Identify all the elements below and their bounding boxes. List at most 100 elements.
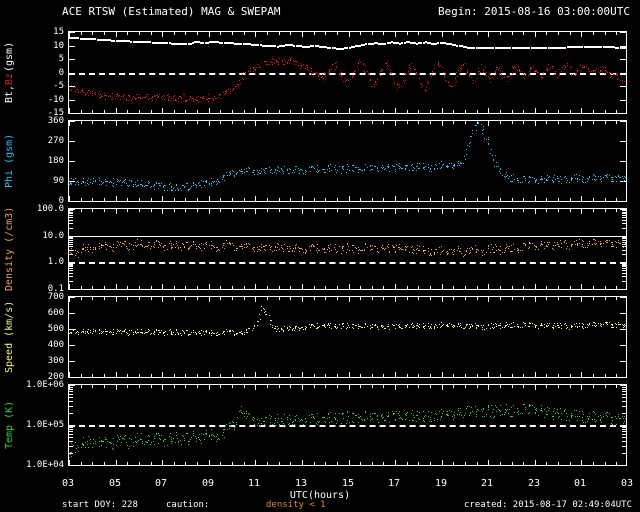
x-tick-mark (395, 460, 396, 465)
data-point (598, 416, 599, 417)
data-point (322, 74, 323, 75)
data-point (339, 246, 340, 247)
data-point (290, 59, 291, 60)
data-point (295, 328, 296, 329)
x-tick-mark (267, 374, 268, 377)
x-tick-mark (512, 32, 513, 35)
data-point (613, 181, 614, 182)
data-point (316, 423, 317, 424)
data-point (71, 184, 72, 185)
data-point (334, 47, 336, 49)
data-point (275, 420, 276, 421)
data-point (540, 179, 541, 180)
data-point (587, 327, 588, 328)
data-point (292, 424, 293, 425)
footer-start-doy: start DOY: 228 (62, 500, 138, 510)
data-point (325, 252, 326, 253)
data-point (428, 248, 429, 249)
data-point (352, 327, 353, 328)
data-point (493, 160, 494, 161)
data-point (266, 168, 267, 169)
data-point (600, 420, 601, 421)
data-point (624, 326, 625, 327)
data-point (543, 73, 544, 74)
x-tick-mark (302, 460, 303, 465)
data-point (623, 327, 624, 328)
data-point (245, 72, 246, 73)
data-point (293, 60, 294, 61)
data-point (141, 439, 142, 440)
data-point (189, 334, 190, 335)
data-point (370, 170, 371, 171)
data-point (416, 325, 417, 326)
data-point (295, 61, 296, 62)
y-minor-tick (622, 223, 626, 224)
data-point (131, 181, 132, 182)
data-point (305, 252, 306, 253)
data-point (305, 172, 306, 173)
data-point (241, 171, 242, 172)
data-point (565, 240, 566, 241)
data-point (242, 333, 243, 334)
data-point (572, 178, 573, 179)
data-point (309, 415, 310, 416)
data-point (329, 251, 330, 252)
data-point (167, 249, 168, 250)
data-point (626, 78, 627, 79)
data-point (246, 332, 247, 333)
data-point (412, 410, 413, 411)
data-point (101, 181, 102, 182)
data-point (317, 421, 318, 422)
data-point (133, 446, 134, 447)
y-tick-mark (620, 86, 626, 87)
data-point (335, 244, 336, 245)
y-minor-tick (69, 250, 73, 251)
x-tick-mark (488, 460, 489, 465)
y-tick-mark (69, 161, 75, 162)
data-point (146, 96, 147, 97)
data-point (620, 47, 622, 49)
data-point (106, 334, 107, 335)
x-tick-mark (453, 462, 454, 465)
x-tick-mark (162, 297, 163, 302)
density-threshold-line (69, 236, 626, 237)
data-point (477, 325, 478, 326)
data-point (214, 333, 215, 334)
data-point (370, 246, 371, 247)
data-point (325, 76, 326, 77)
x-tick-mark (197, 198, 198, 201)
data-point (261, 62, 262, 63)
data-point (486, 252, 487, 253)
data-point (476, 325, 477, 326)
data-point (361, 170, 362, 171)
data-point (126, 40, 128, 42)
data-point (440, 419, 441, 420)
y-minor-tick (69, 389, 73, 390)
data-point (412, 420, 413, 421)
data-point (392, 165, 393, 166)
data-point (259, 65, 260, 66)
data-point (259, 249, 260, 250)
data-point (76, 448, 77, 449)
data-point (375, 413, 376, 414)
data-point (382, 414, 383, 415)
data-point (132, 98, 133, 99)
y-minor-tick (69, 406, 73, 407)
data-point (124, 330, 125, 331)
data-point (587, 243, 588, 244)
x-tick-mark (535, 32, 536, 37)
data-point (425, 325, 426, 326)
data-point (577, 71, 578, 72)
data-point (88, 95, 89, 96)
x-tick-label: 03 (61, 478, 75, 489)
data-point (324, 72, 325, 73)
data-point (111, 443, 112, 444)
data-point (141, 244, 142, 245)
data-point (274, 423, 275, 424)
data-point (208, 98, 209, 99)
data-point (342, 166, 343, 167)
data-point (287, 246, 288, 247)
x-tick-mark (360, 462, 361, 465)
data-point (588, 179, 589, 180)
data-point (465, 63, 466, 64)
